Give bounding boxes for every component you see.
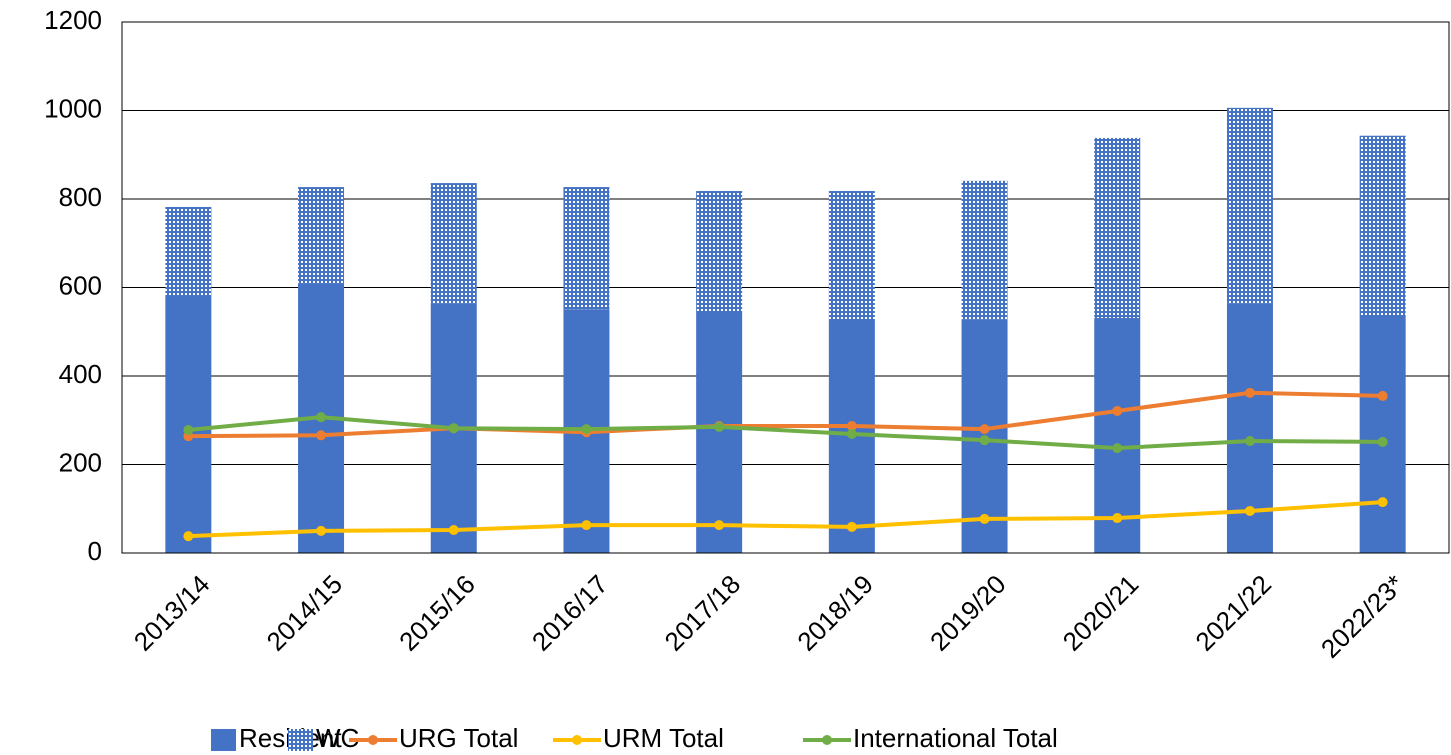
legend-label: WC [316,723,359,753]
legend-swatch [822,735,832,745]
y-tick-label: 400 [59,359,102,389]
legend-label: URG Total [399,723,518,753]
legend-label: URM Total [603,723,724,753]
legend-swatch [211,729,236,751]
point [183,424,194,435]
point [1377,436,1388,447]
bar [1359,135,1406,315]
bar [696,191,743,311]
point [1112,405,1123,416]
line [188,500,1383,539]
point [846,428,857,439]
point [581,520,592,531]
x-tick-label: 2022/23* [1315,569,1410,664]
y-tick-label: 1200 [44,5,102,35]
bar [961,180,1008,320]
point [1377,390,1388,401]
point [316,430,327,441]
x-tick-label: 2021/22 [1189,569,1277,657]
x-tick-label: 2020/21 [1057,569,1145,657]
point [714,421,725,432]
bar [298,187,345,284]
y-tick-label: 200 [59,447,102,477]
point [316,412,327,423]
bar [1226,107,1273,304]
plot-frame [121,21,1450,554]
bar [165,206,212,296]
point [979,435,990,446]
x-tick-label: 2015/16 [393,569,481,657]
point [448,524,459,535]
bar [1359,314,1406,553]
point [846,421,857,432]
point [1244,505,1255,516]
y-tick-label: 800 [59,182,102,212]
x-tick-label: 2017/18 [659,569,747,657]
bar [563,187,610,310]
x-tick-label: 2013/14 [128,569,216,657]
point [581,424,592,435]
point [979,424,990,435]
legend-swatch [368,735,378,745]
bar [430,183,477,304]
bar [165,295,212,553]
x-tick-label: 2019/20 [924,569,1012,657]
point [1244,387,1255,398]
point [1112,513,1123,524]
y-tick-label: 600 [59,270,102,300]
bar [1094,137,1141,319]
line [188,390,1383,439]
point [1244,436,1255,447]
x-tick-label: 2014/15 [260,569,348,657]
point [846,521,857,532]
point [448,423,459,434]
point [714,520,725,531]
point [979,513,990,524]
point [1377,497,1388,508]
x-tick-label: 2018/19 [791,569,879,657]
legend-swatch [572,735,582,745]
point [1112,443,1123,454]
point [183,531,194,542]
y-tick-label: 0 [88,536,102,566]
bar [696,310,743,553]
point [316,525,327,536]
legend-label: International Total [853,723,1058,753]
bar [828,191,875,319]
legend-swatch [288,729,313,751]
y-tick-label: 1000 [44,93,102,123]
x-tick-label: 2016/17 [526,569,614,657]
line [188,415,1383,451]
